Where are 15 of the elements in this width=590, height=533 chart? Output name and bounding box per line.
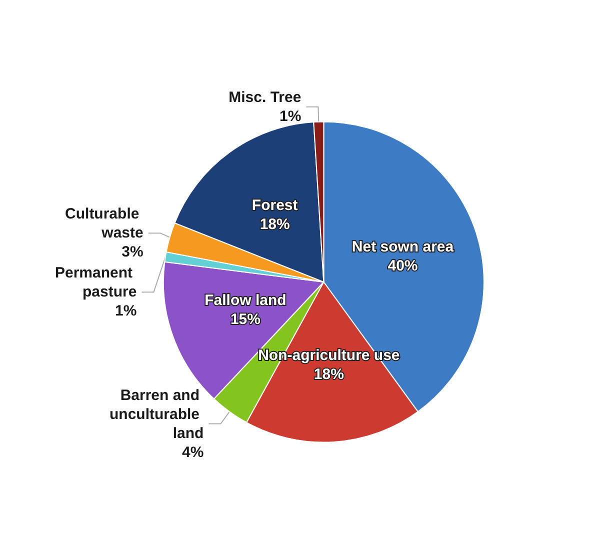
data-label: 1% [115,302,137,320]
data-label: 1% [280,108,302,125]
data-label: 3% [122,244,144,261]
slice-label: Permanent pasture [55,264,137,301]
data-label: 40% [388,257,418,274]
data-label: 18% [260,216,290,233]
slice-label: Fallow land [204,292,286,310]
slice-label: Misc. Tree [228,88,302,106]
slice-label: Forest [252,196,298,214]
slice-label: Culturable waste [65,206,144,242]
slice-label: Net sown area [352,238,454,256]
data-label: 18% [314,366,344,383]
data-label: 15% [230,311,260,328]
data-label: 4% [182,444,204,461]
slice-label: Barren and unculturable land [109,386,204,442]
